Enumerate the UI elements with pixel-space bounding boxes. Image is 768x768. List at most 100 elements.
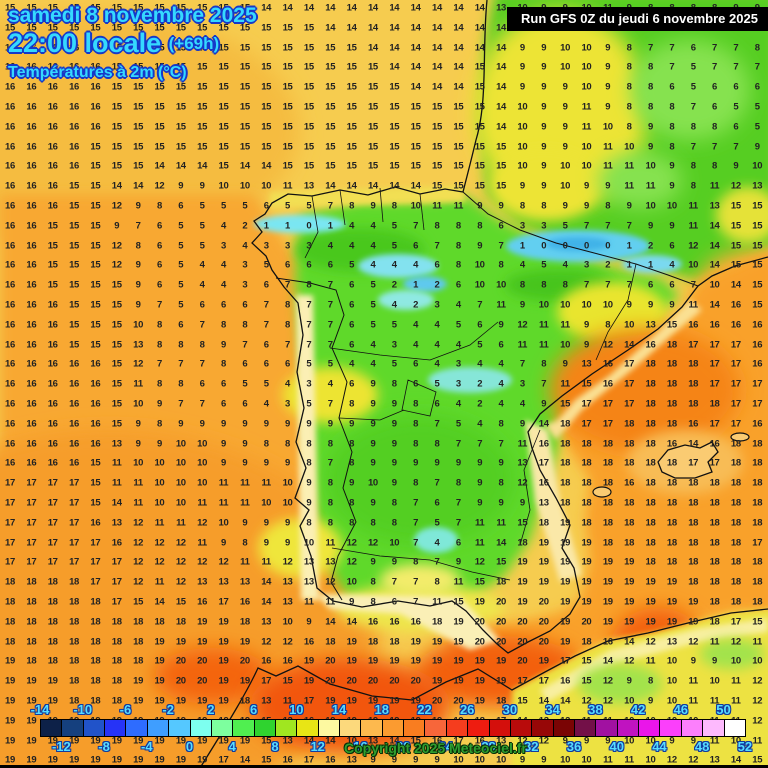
- temperature-value: 16: [90, 398, 101, 410]
- temperature-value: 5: [242, 378, 248, 390]
- temperature-value: 10: [218, 180, 229, 192]
- temperature-value: 8: [327, 438, 333, 450]
- temperature-value: 15: [111, 42, 122, 54]
- temperature-value: 17: [730, 378, 741, 390]
- temperature-value: 17: [5, 556, 15, 568]
- temperature-value: 14: [453, 81, 464, 93]
- temperature-value: 12: [602, 339, 613, 351]
- temperature-value: 19: [560, 517, 571, 529]
- temperature-value: 8: [648, 101, 653, 113]
- temperature-value: 10: [261, 180, 272, 192]
- temperature-value: 15: [197, 2, 208, 14]
- temperature-value: 3: [285, 398, 291, 410]
- temperature-value: 9: [455, 556, 461, 568]
- temperature-value: 16: [69, 121, 80, 133]
- temperature-value: 8: [648, 675, 653, 687]
- temperature-value: 15: [752, 200, 763, 212]
- temperature-value: 11: [645, 655, 656, 667]
- temperature-value: 18: [730, 576, 741, 588]
- temperature-value: 20: [581, 616, 592, 628]
- temperature-value: 19: [645, 616, 656, 628]
- temperature-value: 12: [133, 556, 144, 568]
- temperature-value: 11: [603, 754, 613, 766]
- temperature-value: 10: [666, 695, 677, 707]
- temperature-value: 10: [730, 735, 741, 747]
- temperature-value: 8: [690, 160, 696, 172]
- temperature-value: 16: [5, 180, 15, 192]
- temperature-value: 14: [282, 2, 293, 14]
- temperature-value: 11: [453, 576, 464, 588]
- temperature-value: 6: [221, 378, 226, 390]
- temperature-value: 8: [221, 319, 226, 331]
- mallorca-island: [657, 441, 719, 479]
- temperature-value: 9: [306, 418, 312, 430]
- temperature-value: 5: [178, 259, 184, 271]
- temperature-value: 0: [541, 240, 547, 252]
- temperature-value: 19: [325, 695, 336, 707]
- temperature-value: 12: [624, 655, 635, 667]
- cold-iberico: [428, 367, 512, 393]
- temperature-value: 14: [474, 22, 485, 34]
- temperature-value: 7: [306, 299, 312, 311]
- temperature-value: 16: [69, 160, 80, 172]
- temperature-value: 18: [730, 517, 741, 529]
- temperature-value: 6: [242, 398, 248, 410]
- temperature-value: 15: [346, 121, 357, 133]
- temperature-value: 12: [197, 517, 208, 529]
- temperature-value: 1: [648, 259, 653, 271]
- temperature-value: 18: [666, 477, 677, 489]
- temperature-value: 13: [645, 319, 656, 331]
- parameter-title: Températures à 2m (°C): [8, 64, 187, 81]
- temperature-value: 13: [303, 180, 314, 192]
- temperature-value: 12: [688, 636, 699, 648]
- temperature-value: 13: [709, 200, 720, 212]
- temperature-value: 13: [303, 576, 314, 588]
- temperature-value: 10: [517, 160, 528, 172]
- catalonia-cream: [545, 300, 702, 440]
- temperature-value: 5: [242, 200, 248, 212]
- temperature-value: 4: [669, 259, 675, 271]
- temperature-value: 11: [752, 636, 763, 648]
- temperature-value: 15: [218, 42, 229, 54]
- temperature-value: 19: [69, 754, 80, 766]
- temperature-value: 14: [261, 2, 272, 14]
- temperature-value: 8: [327, 477, 333, 489]
- temperature-value: 11: [624, 160, 634, 172]
- temperature-value: 6: [413, 240, 419, 252]
- temperature-value: 18: [133, 636, 144, 648]
- temperature-value: 4: [391, 299, 397, 311]
- temperature-value: 14: [239, 160, 250, 172]
- temperature-value: 3: [221, 240, 226, 252]
- temperature-value: 15: [496, 141, 507, 153]
- temperature-value: 8: [626, 81, 632, 93]
- temperature-value: 15: [389, 81, 400, 93]
- temperature-value: 11: [581, 101, 592, 113]
- temperature-value: 4: [327, 240, 333, 252]
- temperature-value: 16: [69, 81, 80, 93]
- temperature-value: 16: [5, 259, 15, 271]
- temperature-value: 16: [5, 81, 15, 93]
- temperature-value: 9: [541, 754, 547, 766]
- temperature-value: 15: [325, 42, 336, 54]
- temperature-value: 18: [602, 438, 613, 450]
- temperature-value: 9: [477, 240, 483, 252]
- temperature-value: 17: [47, 517, 58, 529]
- temperature-value: 18: [730, 477, 741, 489]
- temperature-value: 13: [496, 735, 507, 747]
- temperature-value: 15: [133, 121, 144, 133]
- temperature-value: 18: [666, 457, 677, 469]
- temperature-value: 7: [327, 279, 333, 291]
- temperature-value: 16: [5, 299, 15, 311]
- temperature-value: 9: [605, 61, 611, 73]
- temperature-value: 15: [261, 61, 272, 73]
- temperature-value: 5: [391, 358, 397, 370]
- temperature-value: 8: [669, 101, 675, 113]
- temperature-value: 11: [474, 537, 485, 549]
- temperature-value: 18: [47, 636, 58, 648]
- temperature-value: 8: [626, 101, 632, 113]
- temperature-value: 10: [517, 141, 528, 153]
- temperature-value: 12: [133, 576, 144, 588]
- temperature-value: 19: [239, 735, 250, 747]
- temperature-value: 15: [453, 141, 464, 153]
- temperature-value: 18: [688, 398, 699, 410]
